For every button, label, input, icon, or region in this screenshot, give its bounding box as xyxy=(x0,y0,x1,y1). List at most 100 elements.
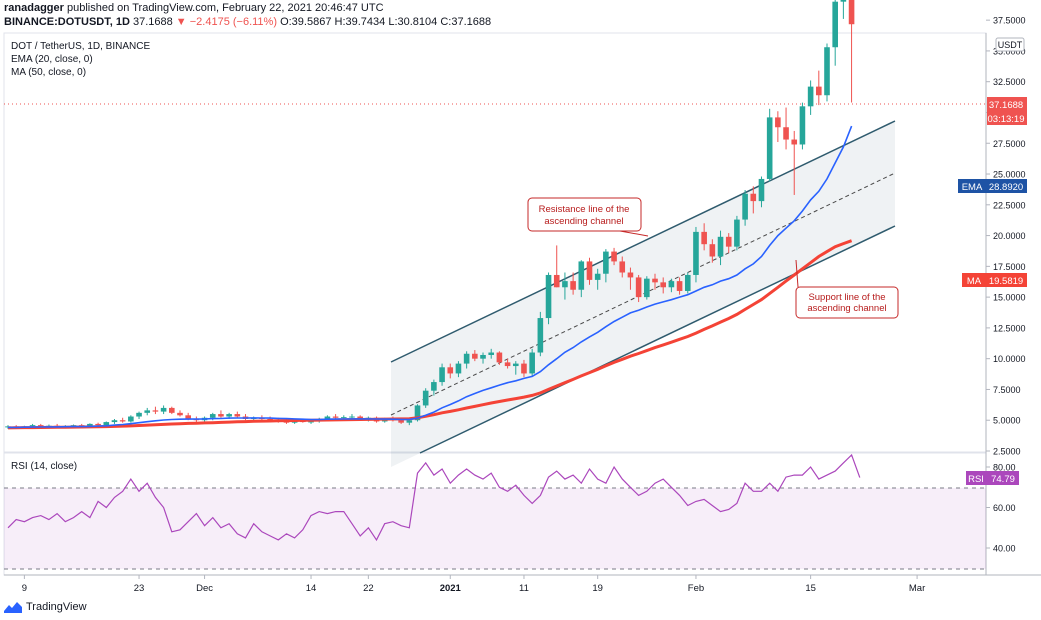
candle-body xyxy=(676,281,683,291)
candle-body xyxy=(742,193,748,220)
support-line[interactable] xyxy=(419,225,896,454)
candle-body xyxy=(439,367,445,383)
rsi-legend: RSI (14, close) xyxy=(11,461,77,472)
ema20-line[interactable] xyxy=(8,125,853,429)
candle-body xyxy=(398,420,404,423)
price-tick-label: 27.5000 xyxy=(993,139,1026,149)
rsi-tag-label-text: RSI xyxy=(968,474,984,485)
currency-label[interactable]: USDT xyxy=(998,40,1023,50)
ohlc-open: O:39.5867 xyxy=(280,16,332,28)
price-chart[interactable]: DOT / TetherUS, 1D, BINANCE EMA (20, clo… xyxy=(0,0,1041,600)
ema-tag xyxy=(987,179,1027,193)
candle-body xyxy=(111,420,118,423)
candle-body xyxy=(152,410,159,412)
candle-body xyxy=(553,274,560,288)
candle-body xyxy=(717,236,724,257)
candle-body xyxy=(848,0,855,25)
time-tick-label: 11 xyxy=(519,583,529,594)
candle-body xyxy=(824,47,830,96)
candle-body xyxy=(119,420,126,422)
ma-tag xyxy=(987,273,1027,287)
candle-body xyxy=(349,416,355,418)
candle-body xyxy=(455,363,462,374)
ema-tag-label xyxy=(958,179,987,193)
countdown-tag xyxy=(987,111,1027,125)
candle-body xyxy=(734,219,740,247)
candle-body xyxy=(537,318,544,353)
resistance-text-1: Resistance line of the xyxy=(539,204,630,215)
time-tick-label: 23 xyxy=(134,583,145,594)
price-tick-label: 12.5000 xyxy=(993,323,1026,333)
price-tick-label: 7.5000 xyxy=(993,385,1021,395)
candle-body xyxy=(37,425,44,427)
rsi-line[interactable] xyxy=(7,453,861,542)
price-tick-label: 5.0000 xyxy=(993,416,1021,426)
last-price: 37.1688 xyxy=(132,16,173,28)
footer-brand[interactable]: TradingView xyxy=(26,601,87,613)
channel-midline[interactable] xyxy=(390,172,896,416)
candle-body xyxy=(480,354,486,359)
main-pane[interactable] xyxy=(3,32,987,453)
candle-body xyxy=(512,363,519,367)
candle-body xyxy=(775,117,781,128)
price-axis[interactable]: 42.500040.000037.500035.000032.500030.00… xyxy=(986,0,1026,457)
support-callout[interactable]: Support line of the ascending channel xyxy=(795,259,899,319)
candle-body xyxy=(357,416,363,419)
tradingview-logo-icon[interactable] xyxy=(4,601,22,613)
ohlc-close: C:37.1688 xyxy=(440,16,492,28)
ma50-line[interactable] xyxy=(7,239,853,430)
candle-body xyxy=(791,139,798,145)
candle-body xyxy=(308,421,314,423)
legend-ma: MA (50, close, 0) xyxy=(11,67,86,78)
author-name[interactable]: ranadagger xyxy=(4,2,64,14)
candle-body xyxy=(783,127,789,140)
candle-body xyxy=(562,281,568,288)
candle-body xyxy=(660,282,666,288)
candle-body xyxy=(750,193,757,202)
time-tick-label: Feb xyxy=(688,583,704,594)
legend-ema: EMA (20, close, 0) xyxy=(11,54,93,65)
last-price-tag-text: 37.1688 xyxy=(989,100,1023,111)
candles-group xyxy=(5,0,855,429)
candle-body xyxy=(324,416,331,419)
candle-body xyxy=(619,261,626,273)
ohlc-low: L:30.8104 xyxy=(388,16,438,28)
candle-body xyxy=(218,414,224,417)
price-tick-label: 20.0000 xyxy=(993,231,1026,241)
resistance-callout[interactable]: Resistance line of the ascending channel xyxy=(527,197,649,237)
time-tick-label: Dec xyxy=(196,583,213,594)
price-tick-label: 10.0000 xyxy=(993,354,1026,364)
rsi-tick-label: 80.00 xyxy=(993,463,1016,473)
candle-body xyxy=(169,407,175,413)
candle-body xyxy=(594,273,601,280)
candle-body xyxy=(529,352,535,374)
candle-body xyxy=(488,352,495,355)
candle-body xyxy=(504,362,511,367)
last-price-tag xyxy=(987,97,1027,111)
candle-body xyxy=(766,117,773,179)
candle-body xyxy=(586,261,593,280)
time-tick-label: Mar xyxy=(909,583,925,594)
ema-tag-label-text: EMA xyxy=(962,182,983,193)
published-text: published on TradingView.com, February 2… xyxy=(66,2,384,14)
price-tick-label: 2.5000 xyxy=(993,447,1021,457)
candle-body xyxy=(603,251,609,274)
price-tick-label: 17.5000 xyxy=(993,262,1026,272)
rsi-axis[interactable]: 80.00 60.00 40.00 xyxy=(986,463,1016,554)
price-tick-label: 37.5000 xyxy=(993,16,1026,26)
resistance-line[interactable] xyxy=(390,120,896,363)
price-change: ▼ −2.4175 (−6.11%) xyxy=(175,16,277,28)
candle-body xyxy=(463,353,470,364)
time-axis[interactable]: 9 23 Dec 14 22 2021 11 19 Feb 15 Mar xyxy=(22,575,926,594)
publish-info: ranadagger published on TradingView.com,… xyxy=(4,2,384,14)
time-tick-label: 19 xyxy=(592,583,603,594)
candle-body xyxy=(431,382,437,391)
rsi-tick-label: 60.00 xyxy=(993,503,1016,513)
candle-body xyxy=(684,274,691,291)
candle-body xyxy=(521,363,527,374)
time-tick-label: 14 xyxy=(306,583,317,594)
candle-body xyxy=(128,416,134,422)
candle-body xyxy=(414,405,421,421)
rsi-band xyxy=(4,488,986,569)
candle-body xyxy=(644,278,650,298)
